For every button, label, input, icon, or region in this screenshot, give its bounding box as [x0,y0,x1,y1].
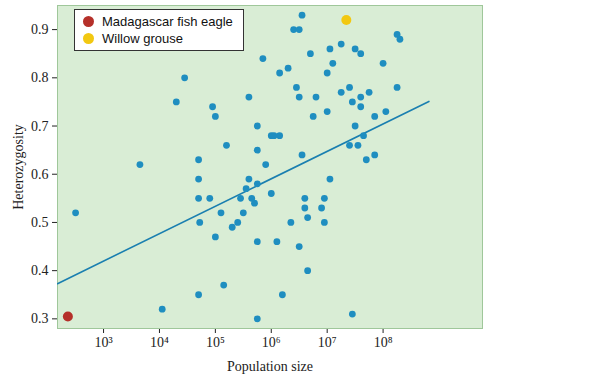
html-text:Madagascar fish eagle: Madagascar fish eagle [102,14,233,29]
svg-text:0.9: 0.9 [31,22,49,37]
svg-text:10⁸: 10⁸ [374,335,393,350]
html-text:Willow grouse: Willow grouse [102,31,183,46]
svg-text:0.8: 0.8 [31,70,49,85]
svg-text:10⁷: 10⁷ [318,335,337,350]
svg-text:10³: 10³ [94,335,112,350]
svg-text:Population size: Population size [227,359,313,374]
svg-text:0.5: 0.5 [31,215,49,230]
svg-text:0.3: 0.3 [31,311,49,326]
svg-text:0.7: 0.7 [31,119,49,134]
svg-text:10⁵: 10⁵ [206,335,225,350]
svg-text:10⁶: 10⁶ [262,335,281,350]
svg-text:Heterozygosity: Heterozygosity [11,124,26,210]
svg-text:0.6: 0.6 [31,167,49,182]
svg-text:10⁴: 10⁴ [150,335,169,350]
svg-text:0.4: 0.4 [31,263,49,278]
